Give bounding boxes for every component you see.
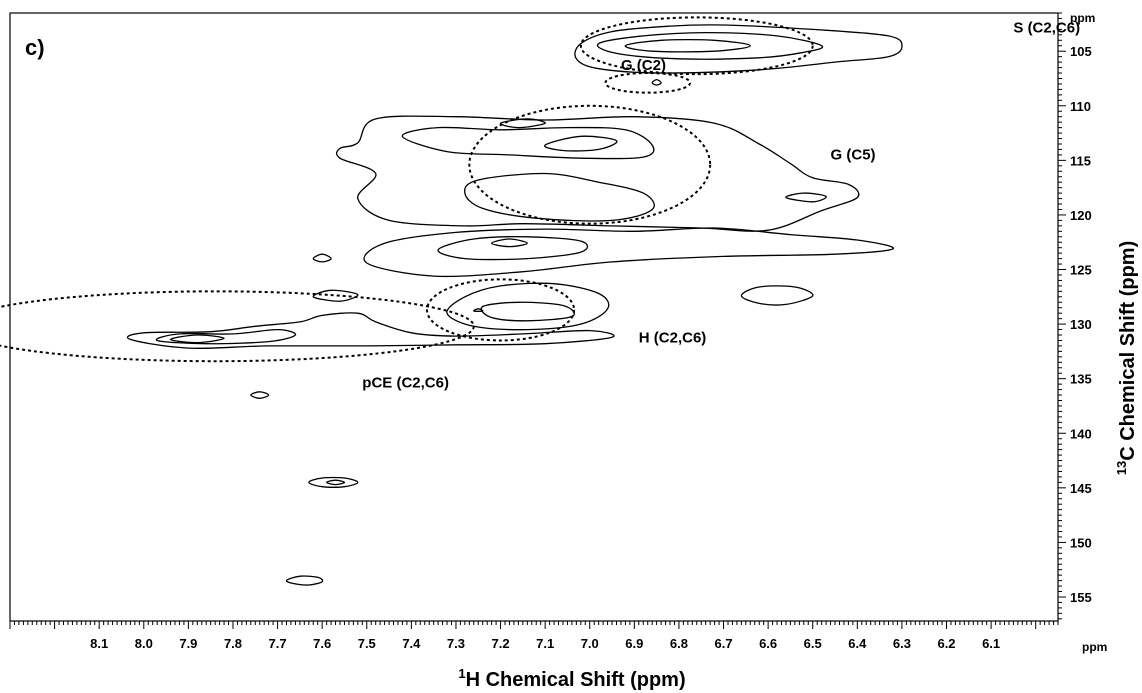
contour-line-13: [480, 301, 575, 322]
y-tick-label: 140: [1070, 426, 1092, 441]
x-tick-label: 6.8: [670, 636, 688, 651]
contour-line-25: [312, 253, 332, 263]
contour-line-19: [740, 285, 814, 306]
region-ellipse-2: [468, 104, 712, 225]
contour-line-18: [312, 289, 359, 302]
x-tick-label: 6.1: [982, 636, 1000, 651]
x-tick-label: 8.1: [90, 636, 108, 651]
region-ellipse-1: [604, 72, 692, 94]
contour-line-7: [464, 172, 655, 222]
plot-frame: [9, 12, 1059, 622]
x-tick-label: 6.2: [937, 636, 955, 651]
region-label-4: pCE (C2,C6): [362, 374, 449, 391]
contour-line-14: [473, 308, 484, 312]
contour-line-8: [499, 118, 546, 129]
x-tick-label: 7.4: [402, 636, 421, 651]
annotation-regions: S (C2,C6) G (C2) G (C5) H (C2,C6) pCE (C2,C6…: [0, 16, 1080, 391]
contour-line-0: [574, 24, 903, 74]
x-tick-label: 6.9: [625, 636, 643, 651]
x-axis-title: 1H Chemical Shift (ppm): [458, 666, 685, 691]
region-label-1: G (C2): [621, 57, 666, 74]
y-tick-label: 115: [1070, 153, 1091, 168]
contour-line-2: [624, 38, 751, 53]
x-tick-label: 7.0: [581, 636, 599, 651]
x-tick-label: 7.9: [179, 636, 197, 651]
region-ellipse-4: [0, 290, 475, 363]
contour-line-21: [308, 476, 359, 488]
region-label-2: G (C5): [831, 146, 876, 163]
region-ellipse-0: [579, 16, 814, 76]
contour-line-5: [401, 126, 655, 160]
contour-layer: [126, 24, 903, 586]
contour-line-16: [155, 328, 297, 345]
x-tick-label: 7.3: [447, 636, 465, 651]
region-ellipse-3: [425, 278, 576, 342]
y-tick-label: 105: [1070, 44, 1092, 59]
x-tick-label: 7.5: [358, 636, 376, 651]
x-tick-label: 7.6: [313, 636, 331, 651]
y-tick-label: 110: [1070, 99, 1091, 114]
y-axis-title-text: C Chemical Shift (ppm): [1117, 241, 1139, 461]
x-tick-label: 7.1: [536, 636, 554, 651]
x-axis-title-superscript: 1: [458, 666, 465, 681]
contour-line-4: [335, 115, 860, 232]
x-axis: 8.1 8.0 7.9 7.8 7.7 7.6 7.5 7.4 7.3 7.2 7.1 7.0 6.9 6…: [9, 621, 1059, 651]
contour-line-15: [126, 312, 615, 349]
contour-line-12: [446, 282, 610, 331]
contour-line-11: [490, 238, 528, 248]
contour-line-23: [285, 575, 324, 586]
y-tick-label: 135: [1070, 372, 1092, 387]
contour-line-3: [651, 78, 662, 86]
y-tick-label: 145: [1070, 481, 1092, 496]
x-tick-label: 7.8: [224, 636, 242, 651]
contour-line-10: [437, 236, 589, 261]
y-tick-label: 120: [1070, 208, 1092, 223]
y-tick-label: 150: [1070, 535, 1092, 550]
contour-line-9: [363, 227, 894, 278]
y-unit-label: ppm: [1070, 11, 1095, 25]
contour-line-20: [250, 391, 270, 399]
contour-line-22: [325, 479, 346, 486]
contour-line-24: [785, 192, 827, 203]
x-tick-label: 6.3: [893, 636, 911, 651]
x-tick-label: 6.5: [804, 636, 822, 651]
x-tick-label: 7.2: [492, 636, 510, 651]
x-unit-label: ppm: [1082, 640, 1107, 654]
y-tick-label: 125: [1070, 263, 1092, 278]
x-tick-label: 6.7: [714, 636, 732, 651]
region-label-3: H (C2,C6): [639, 330, 707, 347]
y-axis: 105 110 115 120 125 130 135 140 145 150 155: [1058, 12, 1092, 620]
y-axis-title: 13C Chemical Shift (ppm): [1114, 241, 1139, 475]
region-label-0: S (C2,C6): [1013, 20, 1080, 37]
x-tick-label: 6.4: [848, 636, 867, 651]
y-axis-title-superscript: 13: [1114, 461, 1129, 475]
panel-label: c): [25, 35, 45, 60]
x-tick-label: 8.0: [135, 636, 153, 651]
contour-line-17: [169, 334, 225, 344]
contour-line-1: [596, 31, 824, 60]
x-tick-label: 7.7: [269, 636, 287, 651]
contour-line-6: [544, 135, 618, 152]
y-tick-label: 130: [1070, 317, 1092, 332]
y-tick-label: 155: [1070, 590, 1092, 605]
x-tick-label: 6.6: [759, 636, 777, 651]
x-axis-title-text: H Chemical Shift (ppm): [466, 669, 686, 691]
